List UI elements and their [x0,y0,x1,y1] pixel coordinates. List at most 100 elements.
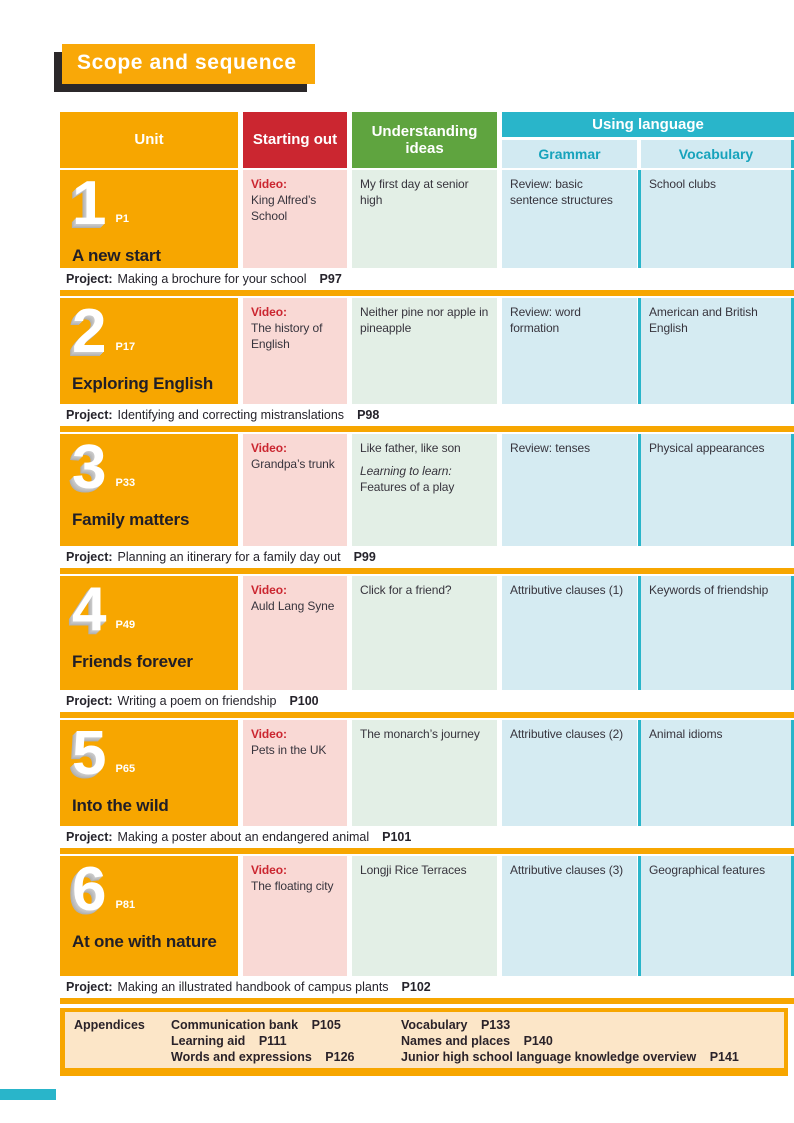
appendix-name: Names and places [401,1034,511,1048]
appendices-label: Appendices [74,1018,145,1032]
starting-out-cell: Video: Auld Lang Syne [243,576,347,690]
project-page-ref: P99 [353,550,376,564]
appendix-name: Learning aid [171,1034,246,1048]
understanding-ideas-cell: Click for a friend? [352,576,497,690]
unit-title: A new start [72,245,161,265]
appendix-page-ref: P133 [480,1018,511,1032]
grammar-cell: Attributive clauses (1) [502,576,637,690]
video-label: Video: [251,441,287,455]
project-label: Project: [66,694,113,708]
appendix-name: Vocabulary [401,1018,468,1032]
learning-note-label: Learning to learn: [360,463,452,478]
grammar-vocabulary-divider [638,298,641,404]
table-right-edge [791,170,794,268]
unit-title: At one with nature [72,931,217,951]
starting-out-cell: Video: King Alfred’s School [243,170,347,268]
scope-sequence-table: Unit Starting out Understanding ideas Us… [60,112,794,1004]
vocabulary-cell: Geographical features [641,856,791,976]
reading-title: Click for a friend? [360,583,452,597]
project-label: Project: [66,980,113,994]
unit-row: 4 P49 Friends forever Video: Auld Lang S… [60,576,794,690]
column-header-understanding-ideas: Understanding ideas [352,112,497,168]
appendices-column-1: Communication bank P105 Learning aid P11… [171,1017,401,1065]
vocabulary-cell: Keywords of friendship [641,576,791,690]
table-right-edge [791,856,794,976]
grammar-cell: Review: word formation [502,298,637,404]
appendix-item: Words and expressions P126 [171,1049,401,1065]
project-title: Making a brochure for your school [117,272,307,286]
understanding-ideas-cell: Longji Rice Terraces [352,856,497,976]
appendix-item: Junior high school language knowledge ov… [401,1049,776,1065]
appendix-page-ref: P141 [709,1050,739,1064]
appendix-item: Communication bank P105 [171,1017,401,1033]
unit-number: 1 [72,169,107,238]
appendix-name: Communication bank [171,1018,299,1032]
appendix-name: Words and expressions [171,1050,312,1064]
project-page-ref: P97 [319,272,342,286]
video-label: Video: [251,727,287,741]
unit-page-ref: P65 [115,762,136,775]
unit-block-1: 1 P1 A new start Video: King Alfred’s Sc… [60,170,794,296]
grammar-vocabulary-divider [638,720,641,826]
column-header-grammar: Grammar [502,140,637,168]
table-right-edge [791,298,794,404]
video-label: Video: [251,863,287,877]
project-page-ref: P98 [357,408,380,422]
reading-title: My first day at senior high [360,177,469,207]
orange-separator-bar [60,426,794,432]
grammar-cell: Attributive clauses (3) [502,856,637,976]
video-title: Grandpa’s trunk [251,456,335,471]
unit-row: 1 P1 A new start Video: King Alfred’s Sc… [60,170,794,268]
unit-row: 3 P33 Family matters Video: Grandpa’s tr… [60,434,794,546]
table-header-row: Unit Starting out Understanding ideas Us… [60,112,794,168]
unit-number: 6 [72,855,107,924]
starting-out-cell: Video: The floating city [243,856,347,976]
project-page-ref: P100 [289,694,319,708]
grammar-vocabulary-divider [638,856,641,976]
appendix-item: Vocabulary P133 [401,1017,776,1033]
unit-page-ref: P81 [115,898,136,911]
unit-cell: 1 P1 A new start [60,170,238,268]
unit-number: 2 [72,297,107,366]
unit-cell: 3 P33 Family matters [60,434,238,546]
unit-cell: 4 P49 Friends forever [60,576,238,690]
project-row: Project: Making a poster about an endang… [60,826,794,848]
unit-row: 6 P81 At one with nature Video: The floa… [60,856,794,976]
column-header-starting-out: Starting out [243,112,347,168]
starting-out-cell: Video: Grandpa’s trunk [243,434,347,546]
unit-title: Family matters [72,509,190,529]
appendix-page-ref: P111 [258,1034,287,1048]
column-header-using-language: Using language [502,112,794,137]
orange-separator-bar [60,848,794,854]
page-title-block: Scope and sequence [54,44,315,92]
project-label: Project: [66,408,113,422]
unit-title: Exploring English [72,373,214,393]
grammar-vocabulary-divider [638,576,641,690]
reading-title: Like father, like son [360,441,461,455]
unit-cell: 6 P81 At one with nature [60,856,238,976]
video-title: Pets in the UK [251,742,327,757]
unit-block-2: 2 P17 Exploring English Video: The histo… [60,298,794,432]
unit-cell: 5 P65 Into the wild [60,720,238,826]
project-row: Project: Writing a poem on friendship P1… [60,690,794,712]
project-title: Making a poster about an endangered anim… [117,830,370,844]
reading-title: Longji Rice Terraces [360,863,467,877]
project-label: Project: [66,272,113,286]
project-title: Making an illustrated handbook of campus… [117,980,389,994]
video-title: The floating city [251,878,334,893]
appendix-page-ref: P140 [523,1034,553,1048]
understanding-ideas-cell: Neither pine nor apple in pineapple [352,298,497,404]
orange-separator-bar [60,568,794,574]
unit-number: 4 [72,575,107,644]
unit-block-4: 4 P49 Friends forever Video: Auld Lang S… [60,576,794,718]
table-right-edge [791,434,794,546]
orange-separator-bar [60,998,794,1004]
video-label: Video: [251,177,287,191]
project-title: Writing a poem on friendship [117,694,277,708]
unit-number: 3 [72,433,107,502]
starting-out-cell: Video: The history of English [243,298,347,404]
table-right-edge [791,140,794,168]
column-header-unit: Unit [60,112,238,168]
project-title: Identifying and correcting mistranslatio… [117,408,345,422]
unit-cell: 2 P17 Exploring English [60,298,238,404]
